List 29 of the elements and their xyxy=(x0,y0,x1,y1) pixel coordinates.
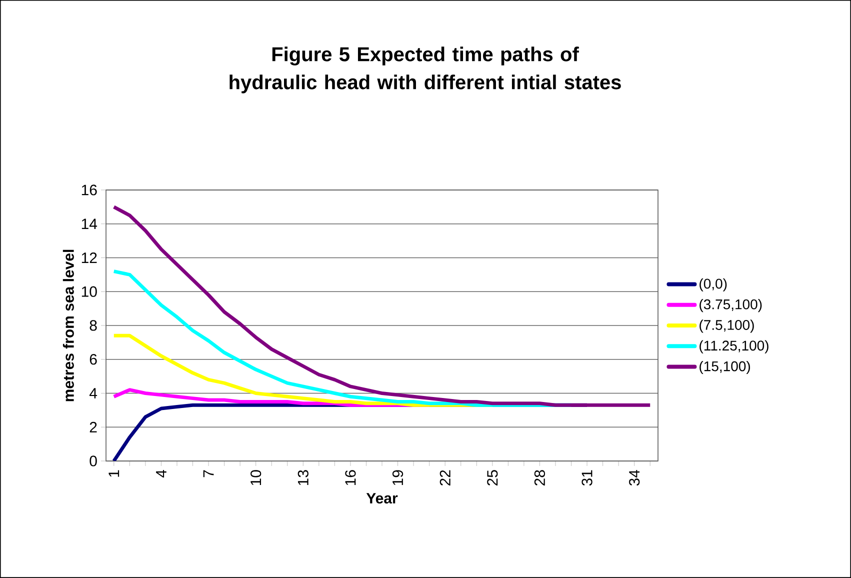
legend-label: (0,0) xyxy=(700,278,727,292)
y-tick-label: 2 xyxy=(90,422,97,432)
y-tick-label: 12 xyxy=(82,252,97,263)
legend-label: (3.75,100) xyxy=(700,299,762,312)
x-tick-label: 22 xyxy=(440,470,450,486)
y-tick-label: 6 xyxy=(90,354,97,365)
y-tick-label: 4 xyxy=(89,388,98,398)
x-tick-label: 19 xyxy=(392,470,404,486)
y-tick-label: 14 xyxy=(82,218,98,230)
y-axis-title: metres from sea level xyxy=(62,250,74,402)
x-tick-label: 25 xyxy=(487,470,498,486)
x-tick-label: 7 xyxy=(203,470,214,478)
chart-title: Figure 5 Expected time paths of hydraulic head with different intial states xyxy=(230,46,621,94)
x-axis-title: Year xyxy=(366,493,398,504)
x-tick-label: 31 xyxy=(582,470,592,486)
legend-label: (7.5,100) xyxy=(700,320,754,333)
y-tick-label: 16 xyxy=(82,184,97,196)
x-tick-label: 28 xyxy=(534,470,546,486)
legend-label: (15,100) xyxy=(700,360,750,374)
x-tick-label: 10 xyxy=(250,470,262,486)
y-tick-label: 0 xyxy=(90,456,97,466)
x-tick-label: 13 xyxy=(298,470,308,486)
x-tick-label: 16 xyxy=(345,470,356,486)
y-tick-label: 8 xyxy=(90,320,97,331)
legend-label: (11.25,100) xyxy=(700,340,768,354)
x-tick-label: 1 xyxy=(108,470,120,477)
y-tick-label: 10 xyxy=(82,286,97,297)
x-tick-label: 34 xyxy=(629,470,640,486)
x-tick-label: 4 xyxy=(156,470,166,478)
